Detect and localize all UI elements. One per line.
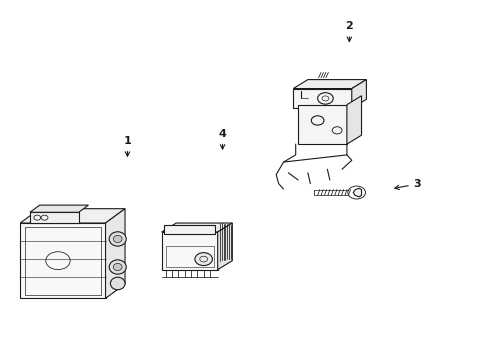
Polygon shape bbox=[30, 205, 88, 212]
Bar bbox=[298, 105, 346, 144]
Text: 4: 4 bbox=[218, 129, 226, 149]
Ellipse shape bbox=[113, 235, 122, 243]
Ellipse shape bbox=[109, 260, 126, 274]
Bar bbox=[293, 89, 351, 108]
Bar bbox=[20, 223, 105, 298]
Text: 3: 3 bbox=[394, 179, 421, 190]
Polygon shape bbox=[293, 80, 366, 89]
Text: 1: 1 bbox=[123, 136, 131, 156]
Bar bbox=[25, 226, 101, 295]
Ellipse shape bbox=[113, 264, 122, 271]
Circle shape bbox=[195, 253, 212, 266]
Polygon shape bbox=[20, 209, 125, 223]
Polygon shape bbox=[352, 188, 361, 197]
Ellipse shape bbox=[110, 277, 125, 290]
Polygon shape bbox=[351, 80, 366, 108]
Polygon shape bbox=[105, 209, 125, 298]
Bar bbox=[165, 246, 213, 267]
Text: 2: 2 bbox=[345, 21, 352, 41]
Polygon shape bbox=[346, 96, 361, 144]
Bar bbox=[30, 212, 79, 223]
Polygon shape bbox=[217, 223, 232, 270]
Bar bbox=[161, 232, 217, 270]
Polygon shape bbox=[161, 223, 232, 232]
Bar bbox=[163, 225, 215, 234]
Ellipse shape bbox=[109, 232, 126, 246]
